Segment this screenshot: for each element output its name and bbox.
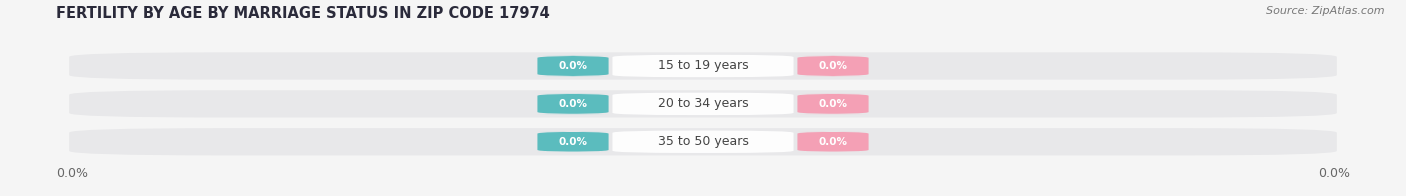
Text: 0.0%: 0.0% [1317, 167, 1350, 180]
FancyBboxPatch shape [613, 131, 793, 153]
Text: FERTILITY BY AGE BY MARRIAGE STATUS IN ZIP CODE 17974: FERTILITY BY AGE BY MARRIAGE STATUS IN Z… [56, 6, 550, 21]
Text: 20 to 34 years: 20 to 34 years [658, 97, 748, 110]
FancyBboxPatch shape [537, 56, 609, 76]
Text: Source: ZipAtlas.com: Source: ZipAtlas.com [1267, 6, 1385, 16]
FancyBboxPatch shape [69, 128, 1337, 155]
FancyBboxPatch shape [69, 90, 1337, 118]
FancyBboxPatch shape [537, 94, 609, 114]
FancyBboxPatch shape [797, 56, 869, 76]
Text: 0.0%: 0.0% [818, 61, 848, 71]
FancyBboxPatch shape [613, 55, 793, 77]
Text: 0.0%: 0.0% [818, 99, 848, 109]
Text: 0.0%: 0.0% [558, 137, 588, 147]
FancyBboxPatch shape [69, 52, 1337, 80]
Text: 0.0%: 0.0% [558, 61, 588, 71]
FancyBboxPatch shape [797, 132, 869, 152]
FancyBboxPatch shape [797, 94, 869, 114]
Text: 0.0%: 0.0% [558, 99, 588, 109]
Text: 35 to 50 years: 35 to 50 years [658, 135, 748, 148]
FancyBboxPatch shape [613, 93, 793, 115]
Text: 15 to 19 years: 15 to 19 years [658, 60, 748, 73]
Text: 0.0%: 0.0% [818, 137, 848, 147]
Text: 0.0%: 0.0% [56, 167, 89, 180]
FancyBboxPatch shape [537, 132, 609, 152]
